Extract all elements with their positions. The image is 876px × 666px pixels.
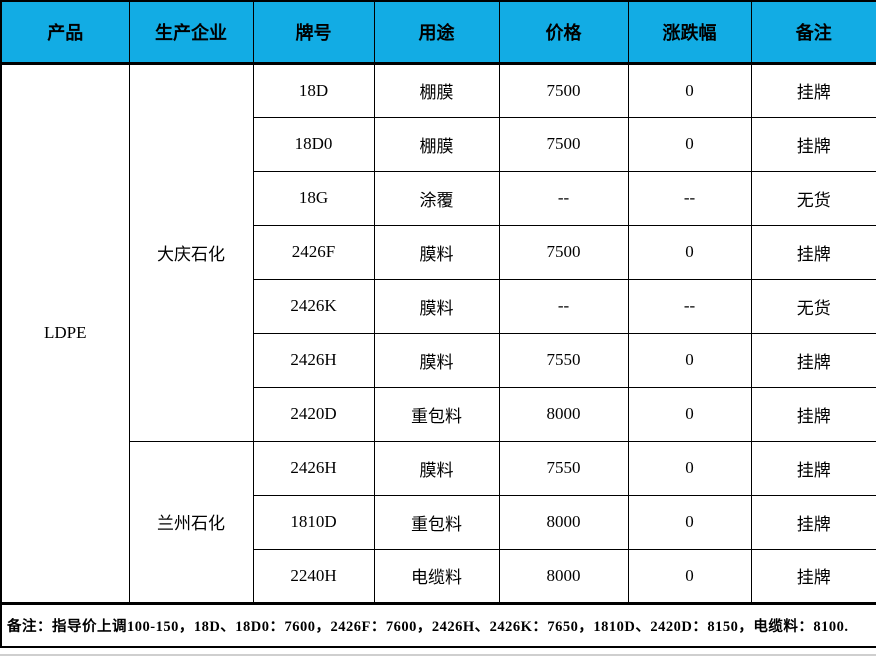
use-cell: 膜料 [373,440,500,496]
use-cell: 膜料 [373,278,500,334]
table-row: 2240H 电缆料 8000 0 挂牌 [1,548,876,604]
change-cell: 0 [627,494,752,550]
change-cell: -- [627,278,752,334]
brand-cell: 2426F [252,224,375,280]
header-price: 价格 [498,0,629,65]
change-cell: 0 [627,548,752,604]
remark-cell: 挂牌 [750,224,876,280]
remark-cell: 挂牌 [750,62,876,118]
table-row: LDPE 大庆石化 18D 棚膜 7500 0 挂牌 [0,62,876,604]
use-cell: 膜料 [373,224,500,280]
price-cell: -- [498,170,629,226]
remark-cell: 挂牌 [750,494,876,550]
change-cell: 0 [627,224,752,280]
use-cell: 棚膜 [373,116,500,172]
price-cell: 7550 [498,440,629,496]
price-cell: 7550 [498,332,629,388]
price-cell: 7500 [498,62,629,118]
change-cell: 0 [627,332,752,388]
price-table: 产品 生产企业 牌号 用途 价格 涨跌幅 备注 LDPE 大庆石化 18D 棚膜… [0,0,876,648]
brand-cell: 1810D [252,494,375,550]
brand-cell: 18G [252,170,375,226]
brand-cell: 2426K [252,278,375,334]
use-cell: 棚膜 [373,62,500,118]
header-row: 产品 生产企业 牌号 用途 价格 涨跌幅 备注 [0,0,876,65]
brand-cell: 18D0 [252,116,375,172]
change-cell: 0 [627,440,752,496]
remark-cell: 挂牌 [750,548,876,604]
header-brand: 牌号 [252,0,375,65]
producer-cell: 兰州石化 [128,440,254,604]
remark-cell: 挂牌 [750,116,876,172]
change-cell: 0 [627,62,752,118]
brand-cell: 2426H [252,332,375,388]
use-cell: 重包料 [373,494,500,550]
price-cell: 7500 [498,116,629,172]
table-row: 18G 涂覆 -- -- 无货 [1,170,876,226]
change-cell: 0 [627,116,752,172]
price-cell: 8000 [498,494,629,550]
product-cell: LDPE [0,62,130,604]
change-cell: 0 [627,386,752,442]
price-cell: 8000 [498,386,629,442]
table-row: 2426F 膜料 7500 0 挂牌 [1,224,876,280]
table-row: 1810D 重包料 8000 0 挂牌 [1,494,876,550]
price-cell: -- [498,278,629,334]
remark-cell: 无货 [750,278,876,334]
bottom-divider [0,654,876,656]
brand-cell: 2240H [252,548,375,604]
footer-note-row: 备注：指导价上调100-150，18D、18D0：7600，2426F：7600… [0,601,876,648]
price-cell: 8000 [498,548,629,604]
price-cell: 7500 [498,224,629,280]
table-row: 2420D 重包料 8000 0 挂牌 [1,386,876,442]
table-row: 兰州石化 2426H 膜料 7550 0 挂牌 [1,440,876,604]
remark-cell: 挂牌 [750,332,876,388]
use-cell: 重包料 [373,386,500,442]
use-cell: 涂覆 [373,170,500,226]
footer-note: 备注：指导价上调100-150，18D、18D0：7600，2426F：7600… [0,601,876,648]
brand-cell: 2426H [252,440,375,496]
header-use: 用途 [373,0,500,65]
header-change: 涨跌幅 [627,0,752,65]
use-cell: 电缆料 [373,548,500,604]
producer-cell: 大庆石化 [128,62,254,442]
remark-cell: 挂牌 [750,386,876,442]
remark-cell: 无货 [750,170,876,226]
table-row: 2426K 膜料 -- -- 无货 [1,278,876,334]
remark-cell: 挂牌 [750,440,876,496]
brand-cell: 18D [252,62,375,118]
change-cell: -- [627,170,752,226]
table-row: 2426H 膜料 7550 0 挂牌 [1,332,876,388]
table-row: 18D0 棚膜 7500 0 挂牌 [1,116,876,172]
use-cell: 膜料 [373,332,500,388]
header-remark: 备注 [750,0,876,65]
header-producer: 生产企业 [128,0,254,65]
header-product: 产品 [0,0,130,65]
brand-cell: 2420D [252,386,375,442]
